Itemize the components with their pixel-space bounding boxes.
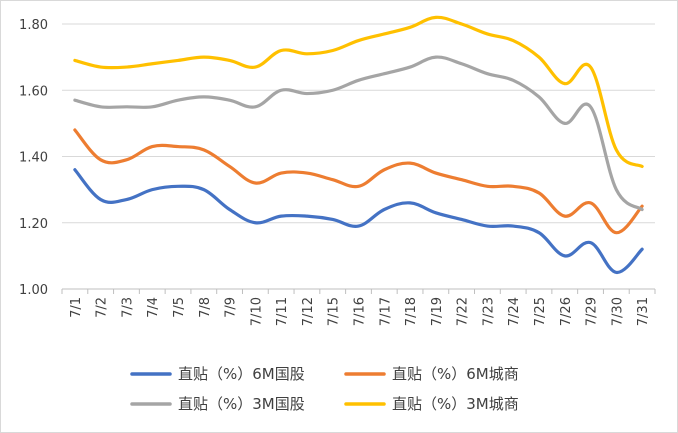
legend-label-0: 直贴（%）6M国股 — [178, 365, 305, 383]
x-tick-label: 7/22 — [456, 297, 471, 326]
x-tick-label: 7/8 — [198, 297, 213, 318]
y-tick-label: 1.80 — [19, 18, 48, 33]
x-tick-label: 7/17 — [378, 297, 393, 326]
legend-label-1: 直贴（%）6M城商 — [392, 365, 519, 383]
x-tick-label: 7/25 — [533, 297, 548, 326]
x-tick-label: 7/24 — [507, 297, 522, 326]
x-tick-label: 7/23 — [481, 297, 496, 326]
legend-label-2: 直贴（%）3M国股 — [178, 395, 305, 413]
y-tick-label: 1.40 — [19, 151, 48, 166]
x-tick-label: 7/15 — [327, 297, 342, 326]
series-line-0 — [73, 168, 644, 275]
y-tick-label: 1.00 — [19, 283, 48, 298]
series-line-3 — [73, 15, 644, 169]
legend-label-3: 直贴（%）3M城商 — [392, 395, 519, 413]
series-line-1 — [73, 128, 644, 235]
x-tick-label: 7/29 — [585, 297, 600, 326]
x-tick-label: 7/3 — [120, 297, 135, 318]
series-line-2 — [73, 55, 644, 212]
x-tick-label: 7/2 — [95, 297, 110, 318]
axes: 1.00 1.20 1.40 1.60 1.80 7/1 7/2 7/3 7/4 7/5 7/8 7/… — [19, 18, 656, 326]
y-tick-label: 1.60 — [19, 84, 48, 99]
x-tick-label: 7/16 — [353, 297, 368, 326]
x-tick-label: 7/1 — [69, 297, 84, 318]
x-tick-label: 7/19 — [430, 297, 445, 326]
x-tick-label: 7/12 — [301, 297, 316, 326]
series-lines — [73, 15, 644, 275]
x-tick-label: 7/5 — [172, 297, 187, 318]
x-tick-label: 7/30 — [610, 297, 625, 326]
x-tick-label: 7/26 — [559, 297, 574, 326]
x-tick-label: 7/4 — [146, 297, 161, 318]
x-tick-label: 7/11 — [275, 297, 290, 326]
x-tick-label: 7/18 — [404, 297, 419, 326]
x-tick-label: 7/9 — [224, 297, 239, 318]
gridlines — [62, 23, 655, 224]
x-tick-label: 7/31 — [636, 297, 651, 326]
x-tick-label: 7/10 — [249, 297, 264, 326]
y-tick-label: 1.20 — [19, 217, 48, 232]
